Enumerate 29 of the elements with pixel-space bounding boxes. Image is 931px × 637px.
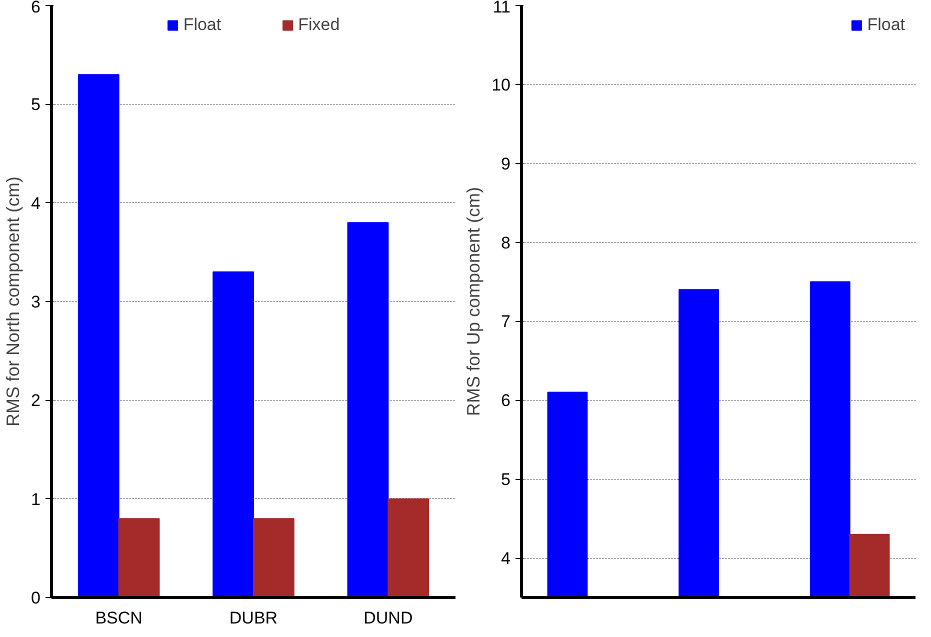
x-tick-label: DUND [364,608,413,628]
x-tick-label: DUBR [229,608,278,628]
y-tick-label: 5 [501,470,511,490]
bar [212,271,254,598]
bar [253,518,294,598]
y-tick-label: 4 [501,549,511,568]
y-tick-label: 11 [492,0,511,16]
bar [78,74,120,598]
y-tick-label: 2 [31,391,41,410]
y-tick-label: 3 [31,292,41,312]
y-axis-title: RMS for North component (cm) [3,176,24,427]
y-axis-title: RMS for Up component (cm) [464,186,484,416]
y-tick-label: 10 [492,75,511,94]
bar [347,222,389,598]
legend-label: Float [867,15,905,35]
x-tick-label: BSCN [95,608,142,628]
y-tick-label: 6 [31,0,41,16]
y-tick-label: 4 [31,194,41,213]
y-tick-label: 5 [31,95,41,114]
legend-label: Fixed [298,15,340,35]
y-tick-label: 0 [31,588,41,608]
y-tick-label: 1 [31,490,41,509]
y-tick-label: 6 [501,391,511,410]
bar [118,518,160,598]
y-tick-label: 7 [501,312,511,332]
y-tick-label: 8 [501,233,511,252]
y-tick-label: 9 [501,154,511,174]
legend-label: Float [183,15,222,35]
bar [388,498,430,598]
